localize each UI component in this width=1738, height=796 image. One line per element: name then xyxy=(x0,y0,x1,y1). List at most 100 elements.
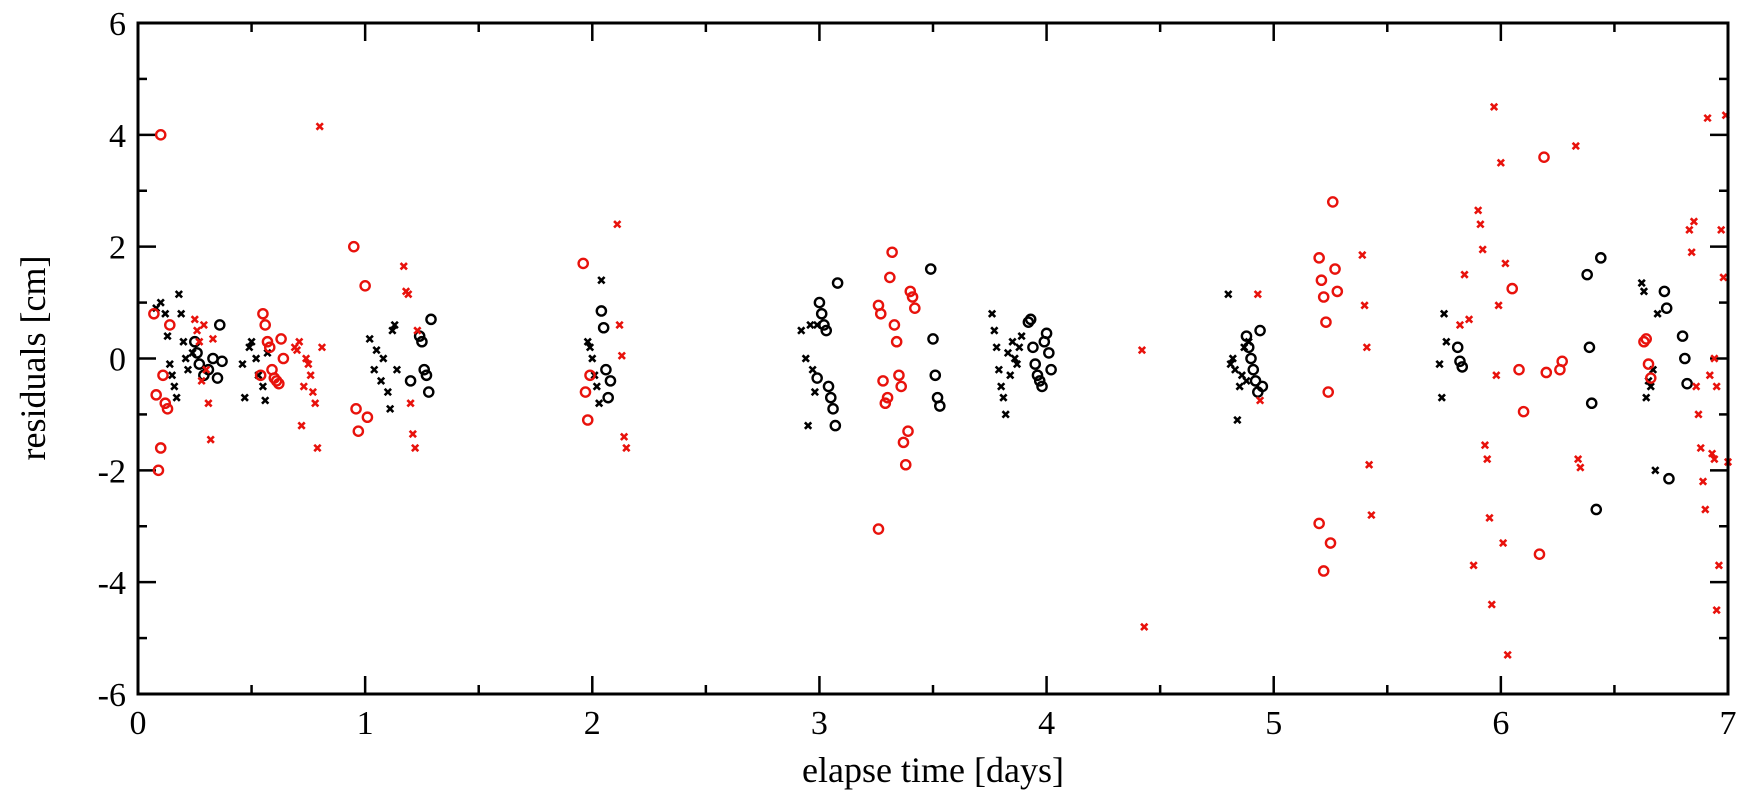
y-tick-label: 2 xyxy=(109,230,126,267)
cross-point xyxy=(179,337,188,346)
cross-point xyxy=(1012,359,1022,369)
x-axis-label: elapse time [days] xyxy=(802,750,1064,790)
circle-point xyxy=(597,321,610,334)
circle-point xyxy=(213,319,226,331)
y-tick-label: -2 xyxy=(98,453,126,490)
cross-point xyxy=(1137,345,1147,355)
circle-point xyxy=(577,257,590,270)
cross-point xyxy=(801,354,810,363)
circle-point xyxy=(1640,333,1653,345)
cross-point xyxy=(1474,206,1483,215)
cross-point xyxy=(1712,606,1721,615)
circle-point xyxy=(604,375,617,387)
cross-point xyxy=(1703,113,1712,123)
circle-point xyxy=(154,442,167,454)
circle-point xyxy=(422,386,435,398)
circle-point xyxy=(1644,372,1657,384)
cross-point xyxy=(1639,287,1649,296)
cross-point xyxy=(1242,376,1251,385)
circle-point xyxy=(1676,330,1689,342)
cross-point xyxy=(372,345,381,355)
cross-point xyxy=(1478,245,1487,254)
circle-point xyxy=(904,285,917,298)
circle-point xyxy=(1240,330,1253,342)
y-axis-label: residuals [cm] xyxy=(13,256,53,461)
circle-point xyxy=(1024,313,1037,326)
x-tick-label: 0 xyxy=(130,705,147,742)
cross-point xyxy=(594,399,604,408)
y-tick-label: 0 xyxy=(109,342,126,379)
cross-point xyxy=(810,387,820,397)
circle-point xyxy=(257,307,269,320)
cross-point xyxy=(1719,273,1728,282)
cross-point xyxy=(1435,359,1444,369)
circle-point xyxy=(822,380,835,393)
circle-point xyxy=(1454,355,1466,368)
circle-point xyxy=(581,414,594,426)
cross-point xyxy=(1442,337,1451,346)
x-tick-labels: 0 1 2 3 4 5 6 7 xyxy=(130,705,1737,742)
cross-point xyxy=(408,429,417,439)
cross-point xyxy=(808,365,817,374)
x-tick-label: 4 xyxy=(1038,705,1055,742)
circle-point xyxy=(815,307,828,320)
cross-point xyxy=(588,354,597,363)
cross-point xyxy=(1015,343,1024,352)
cross-point xyxy=(1642,393,1651,402)
circle-point xyxy=(827,403,839,415)
circle-point xyxy=(420,369,433,382)
circle-point xyxy=(886,246,898,259)
circle-point xyxy=(831,277,844,289)
cross-point xyxy=(1228,354,1237,363)
cross-point xyxy=(1003,348,1013,358)
circle-point xyxy=(897,436,910,449)
cross-point xyxy=(161,309,170,318)
circle-point xyxy=(416,335,428,348)
circle-point xyxy=(874,307,887,320)
circle-point xyxy=(1027,341,1039,354)
cross-point xyxy=(1637,278,1646,288)
cross-point xyxy=(1692,382,1701,391)
circle-point xyxy=(1245,352,1257,365)
circle-point xyxy=(1506,282,1519,295)
cross-point xyxy=(170,382,179,391)
circle-point xyxy=(1247,363,1260,376)
circle-point xyxy=(352,425,365,437)
circle-point xyxy=(1642,358,1655,370)
y-tick-label: 4 xyxy=(109,118,126,155)
circle-point xyxy=(584,369,596,382)
circle-point xyxy=(1249,375,1262,387)
circle-point xyxy=(1315,274,1328,287)
cross-point xyxy=(592,382,601,391)
circle-point xyxy=(1595,252,1607,264)
cross-point xyxy=(192,326,202,335)
cross-point xyxy=(304,359,313,369)
plot-frame xyxy=(136,21,1730,696)
cross-point xyxy=(1017,332,1026,341)
circle-point xyxy=(157,369,169,382)
circle-point xyxy=(1663,472,1675,485)
circle-point xyxy=(829,419,842,432)
cross-point xyxy=(1362,343,1371,352)
cross-point xyxy=(261,396,270,405)
circle-point xyxy=(1043,347,1055,359)
cross-point xyxy=(615,320,624,330)
cross-point xyxy=(204,399,213,408)
cross-point xyxy=(1476,220,1485,229)
circle-point xyxy=(893,369,905,382)
cross-point xyxy=(622,443,631,453)
cross-point xyxy=(197,376,206,385)
circle-point xyxy=(273,377,285,390)
cross-point xyxy=(1364,460,1374,469)
cross-point xyxy=(199,320,208,330)
cross-point xyxy=(1358,250,1367,260)
y-tick-label: -6 xyxy=(98,677,126,714)
circle-point xyxy=(1556,355,1568,368)
cross-point xyxy=(1701,505,1710,514)
cross-point xyxy=(1006,371,1015,380)
circle-point xyxy=(1329,263,1341,275)
cross-point xyxy=(1253,290,1262,299)
circle-point xyxy=(202,363,215,376)
circle-point xyxy=(154,129,167,141)
y-tick-label: 6 xyxy=(109,6,126,43)
